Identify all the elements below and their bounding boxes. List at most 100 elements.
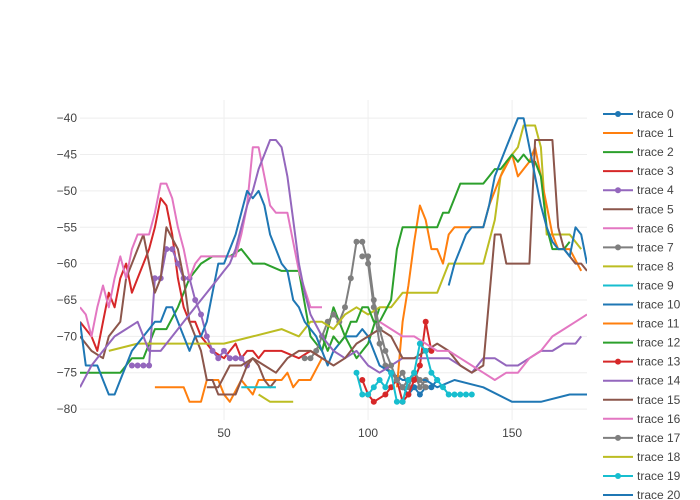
data-point <box>221 347 227 354</box>
series-trace-5 <box>80 226 277 396</box>
y-tick-label: −45 <box>57 148 78 162</box>
data-point <box>416 391 423 398</box>
data-point <box>411 369 418 376</box>
legend-item[interactable]: trace 19 <box>603 469 681 483</box>
data-point <box>376 377 383 383</box>
data-point <box>359 238 366 245</box>
series-line <box>206 139 587 389</box>
data-point <box>365 253 372 260</box>
data-point <box>203 333 210 340</box>
legend-item[interactable]: trace 1 <box>603 126 674 140</box>
legend-label: trace 1 <box>637 126 674 140</box>
data-point <box>405 391 412 398</box>
data-point <box>301 355 308 362</box>
x-tick-label: 100 <box>358 426 378 440</box>
series-line <box>80 226 277 396</box>
data-point <box>169 246 176 253</box>
data-point <box>428 384 435 391</box>
legend-item[interactable]: trace 20 <box>603 488 681 500</box>
legend-item[interactable]: trace 13 <box>603 355 681 369</box>
legend-item[interactable]: trace 17 <box>603 431 681 445</box>
legend-label: trace 0 <box>637 107 674 121</box>
legend-label: trace 10 <box>637 298 681 312</box>
legend-item[interactable]: trace 15 <box>603 393 681 407</box>
legend-swatch-marker <box>615 244 621 251</box>
legend-label: trace 6 <box>637 221 674 235</box>
data-point <box>370 384 377 391</box>
y-tick-label: −40 <box>57 111 78 125</box>
y-tick-label: −50 <box>57 184 78 198</box>
data-point <box>215 355 222 362</box>
series-line <box>108 124 582 352</box>
series-line <box>379 313 587 381</box>
legend-label: trace 5 <box>637 202 674 216</box>
legend-label: trace 15 <box>637 393 681 407</box>
data-point <box>370 297 377 303</box>
series-line <box>80 197 323 360</box>
legend-item[interactable]: trace 9 <box>603 278 674 292</box>
data-point <box>146 362 153 369</box>
series-trace-12 <box>321 153 571 352</box>
legend-item[interactable]: trace 10 <box>603 298 681 312</box>
series-line <box>80 139 582 388</box>
legend-item[interactable]: trace 11 <box>603 317 680 331</box>
series-line <box>447 117 587 286</box>
data-point <box>405 377 412 383</box>
legend-item[interactable]: trace 18 <box>603 450 681 464</box>
y-tick-label: −80 <box>57 402 78 416</box>
series-trace-20 <box>447 117 587 286</box>
data-point <box>382 347 389 354</box>
data-point <box>468 391 475 398</box>
data-point <box>376 340 383 347</box>
data-point <box>411 377 418 383</box>
data-point <box>174 260 181 267</box>
x-tick-label: 50 <box>217 426 231 440</box>
legend-label: trace 18 <box>637 450 681 464</box>
legend-item[interactable]: trace 12 <box>603 336 681 350</box>
series-line <box>80 146 322 338</box>
data-point <box>342 304 348 311</box>
legend-swatch-marker <box>615 358 621 365</box>
data-point <box>422 347 429 354</box>
legend-item[interactable]: trace 3 <box>603 164 674 178</box>
data-point <box>399 384 406 391</box>
legend-item[interactable]: trace 2 <box>603 145 674 159</box>
data-point <box>347 275 354 282</box>
series-trace-6 <box>80 146 322 338</box>
data-point <box>370 398 377 405</box>
data-point <box>428 369 435 376</box>
data-point <box>393 398 400 405</box>
data-point <box>416 340 423 347</box>
legend-item[interactable]: trace 16 <box>603 412 681 426</box>
legend-item[interactable]: trace 5 <box>603 202 674 216</box>
series-trace-18 <box>258 393 294 403</box>
data-point <box>198 311 204 318</box>
data-point <box>151 275 158 282</box>
data-point <box>359 391 366 398</box>
legend-item[interactable]: trace 7 <box>603 240 674 254</box>
legend-label: trace 13 <box>637 355 681 369</box>
legend-label: trace 11 <box>637 317 680 331</box>
data-point <box>388 384 395 391</box>
data-point <box>416 377 423 383</box>
legend[interactable]: trace 0 trace 1 trace 2 trace 3 trace 4 trace… <box>603 107 681 500</box>
legend-swatch-marker <box>615 187 621 194</box>
legend-item[interactable]: trace 6 <box>603 221 674 235</box>
data-point <box>232 355 239 362</box>
data-point <box>416 384 423 391</box>
data-point <box>307 355 314 362</box>
y-tick-label: −65 <box>57 293 78 307</box>
legend-item[interactable]: trace 0 <box>603 107 674 121</box>
series-trace-16 <box>379 313 587 381</box>
legend-swatch-marker <box>615 472 621 479</box>
x-tick-label: 150 <box>502 426 522 440</box>
series-line <box>258 393 294 403</box>
y-tick-label: −75 <box>57 366 78 380</box>
data-point <box>399 398 406 405</box>
legend-item[interactable]: trace 4 <box>603 183 674 197</box>
data-point <box>388 369 395 376</box>
data-point <box>440 384 446 391</box>
legend-item[interactable]: trace 14 <box>603 374 681 388</box>
legend-item[interactable]: trace 8 <box>603 259 674 273</box>
